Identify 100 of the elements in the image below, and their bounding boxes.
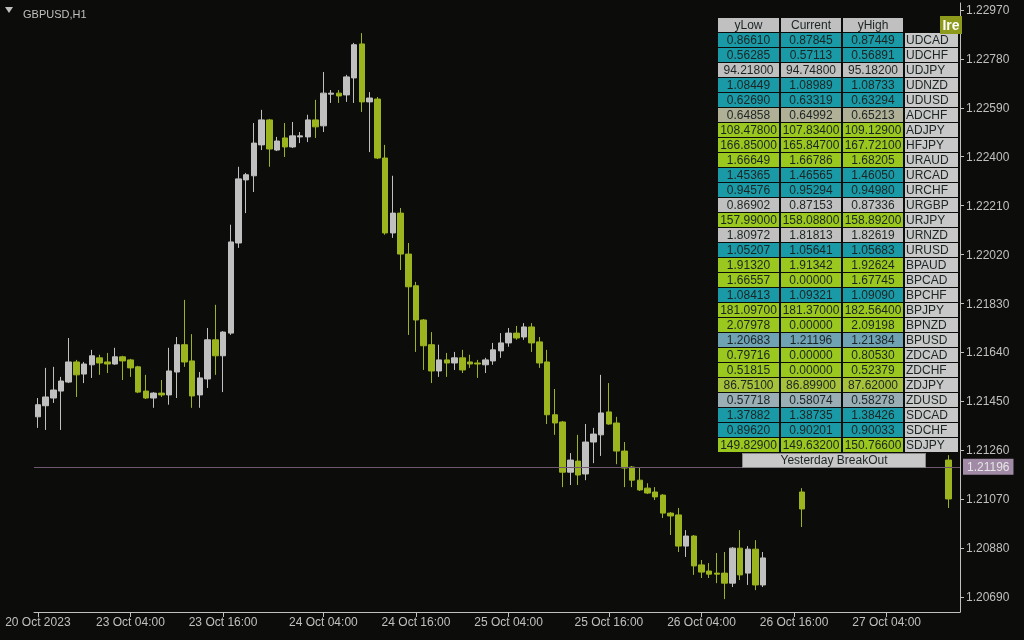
- text: 0.89620: [726, 423, 771, 437]
- category-label: SDJPY: [906, 438, 945, 452]
- text: 1.82619: [851, 228, 895, 242]
- category-label: BPCHF: [906, 288, 947, 302]
- text: 1.09090: [851, 288, 895, 302]
- text: 0.87336: [851, 198, 895, 212]
- text: 0.58074: [789, 393, 833, 407]
- text: 107.83400: [782, 123, 840, 137]
- text: 182.56400: [844, 303, 902, 317]
- text: 1.91342: [789, 258, 833, 272]
- category-label: yLow: [718, 18, 779, 32]
- text: 1.45365: [726, 168, 771, 182]
- category-label: BPNZD: [906, 318, 947, 332]
- text: 1.92624: [851, 258, 895, 272]
- candlestick: [752, 539, 759, 591]
- text: 0.00000: [789, 273, 833, 287]
- x-tick-label: 27 Oct 04:00: [852, 615, 922, 629]
- candlestick: [760, 551, 766, 588]
- y-tick-label: 1.20880: [966, 541, 1010, 556]
- y-tick-label: 1.22400: [966, 149, 1010, 164]
- text: 1.20683: [726, 333, 771, 347]
- x-tick-label: 24 Oct 16:00: [381, 615, 451, 629]
- text: 0.52379: [851, 363, 895, 377]
- text: 1.05683: [851, 243, 895, 257]
- text: 1.09321: [789, 288, 833, 302]
- text: 157.99000: [720, 213, 777, 227]
- text: 1.66557: [726, 273, 771, 287]
- text: 0.87449: [851, 33, 895, 47]
- candlestick: [336, 89, 342, 104]
- category-label: HFJPY: [906, 138, 945, 152]
- category-label: UDCHF: [906, 48, 948, 62]
- y-tick-label: 1.21260: [966, 443, 1010, 458]
- text: 0.57113: [789, 48, 833, 62]
- category-label: BPJPY: [906, 303, 945, 317]
- text: 181.37000: [782, 303, 840, 317]
- text: 0.94576: [726, 183, 771, 197]
- text: 0.87153: [789, 198, 833, 212]
- text: 0.90033: [851, 423, 895, 437]
- chart-title: GBPUSD,H1: [23, 7, 87, 20]
- y-tick-label: 1.21070: [966, 492, 1010, 507]
- text: 1.66786: [789, 153, 833, 167]
- text: 1.38735: [789, 408, 833, 422]
- text: 1.21196: [789, 333, 833, 347]
- text: 0.00000: [789, 318, 833, 332]
- y-tick-label: 1.22210: [966, 198, 1010, 213]
- candlestick: [150, 391, 157, 409]
- text: 1.21384: [851, 333, 895, 347]
- text: 158.08800: [782, 213, 840, 227]
- candlestick: [158, 379, 165, 398]
- candlestick: [282, 122, 288, 158]
- category-label: ZDCAD: [906, 348, 948, 362]
- category-label: UDJPY: [906, 63, 946, 77]
- candlestick: [266, 118, 273, 168]
- text: 181.09700: [720, 303, 777, 317]
- candlestick: [359, 32, 365, 113]
- annotation: Ire: [940, 16, 962, 34]
- text: 0.95294: [789, 183, 833, 197]
- category-label: SDCHF: [906, 423, 948, 437]
- category-label: BPUSD: [906, 333, 948, 347]
- x-tick-label: 20 Oct 2023: [5, 615, 71, 629]
- category-label: BPAUD: [906, 258, 947, 272]
- candlestick: [312, 99, 319, 139]
- text: 149.82900: [720, 438, 777, 452]
- category-label: URCHF: [906, 183, 948, 197]
- y-tick-label: 1.22590: [966, 100, 1010, 115]
- candlestick: [729, 546, 736, 588]
- candlestick: [174, 336, 180, 399]
- candlestick: [390, 175, 396, 239]
- category-label: SDCAD: [906, 408, 949, 422]
- y-tick-label: 1.22780: [966, 51, 1010, 66]
- text: 0.86902: [726, 198, 771, 212]
- y-tick-label: 1.21450: [966, 394, 1010, 409]
- text: 0.64858: [726, 108, 771, 122]
- text: 1.08733: [851, 78, 895, 92]
- candlestick: [366, 91, 373, 153]
- text: 95.18200: [847, 63, 899, 77]
- x-tick-label: 25 Oct 16:00: [574, 615, 644, 629]
- ref-line-label: 1.21196: [967, 459, 1010, 474]
- text: 1.68205: [851, 153, 895, 167]
- candlestick: [444, 352, 450, 378]
- text: 0.58278: [851, 393, 895, 407]
- text: 0.65213: [851, 108, 895, 122]
- text: 86.89900: [785, 378, 837, 392]
- candlestick: [745, 545, 751, 586]
- text: 108.47800: [720, 123, 777, 137]
- text: 0.64992: [789, 108, 833, 122]
- text: 1.08449: [726, 78, 771, 92]
- candlestick: [143, 374, 149, 400]
- y-tick-label: 1.22970: [966, 2, 1010, 17]
- category-label: UDCAD: [906, 33, 949, 47]
- category-label: Current: [781, 18, 841, 32]
- text: 1.05641: [789, 243, 833, 257]
- candlestick: [274, 136, 280, 152]
- text: 1.81813: [789, 228, 833, 242]
- candlestick: [737, 529, 743, 581]
- text: 1.91320: [726, 258, 771, 272]
- text: 0.00000: [789, 348, 833, 362]
- category-label: ADCHF: [906, 108, 948, 122]
- text: 0.56891: [851, 48, 895, 62]
- text: 0.00000: [789, 363, 833, 377]
